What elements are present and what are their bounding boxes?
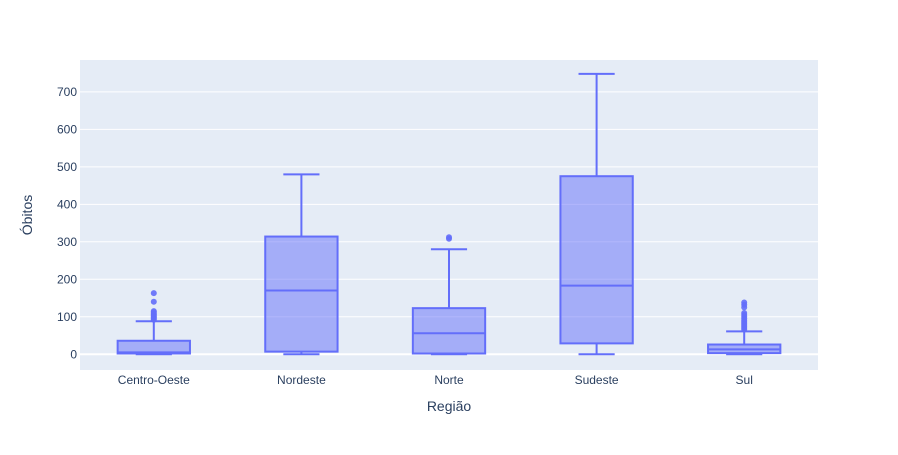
x-tick-label: Centro-Oeste [118, 373, 190, 387]
y-axis-title: Óbitos [19, 195, 35, 235]
outlier-point [150, 290, 157, 297]
box-iqr [559, 175, 634, 345]
y-tick-label: 700 [57, 85, 77, 99]
y-tick-label: 600 [57, 122, 77, 136]
outlier-point [150, 298, 157, 305]
x-tick-label: Norte [434, 373, 464, 387]
x-tick-label: Sudeste [575, 373, 619, 387]
y-tick-label: 100 [57, 310, 77, 324]
box-group [559, 72, 634, 356]
box-iqr [264, 235, 339, 353]
y-tick-labels: 0 100 200 300 400 500 600 700 [57, 85, 77, 361]
box-iqr [411, 307, 487, 355]
y-tick-label: 500 [57, 160, 77, 174]
box-group [707, 299, 782, 356]
box-group [116, 290, 191, 356]
boxes-layer [116, 72, 782, 356]
x-tick-label: Nordeste [277, 373, 326, 387]
y-tick-label: 0 [70, 347, 77, 361]
x-tick-label: Sul [736, 373, 753, 387]
y-tick-label: 400 [57, 197, 77, 211]
x-axis-title: Região [427, 398, 472, 414]
box-iqr [116, 339, 191, 355]
x-tick-labels: Centro-Oeste Nordeste Norte Sudeste Sul [118, 373, 753, 387]
y-tick-label: 300 [57, 235, 77, 249]
outlier-point [446, 234, 452, 241]
outlier-point [150, 308, 157, 315]
outlier-point [741, 299, 748, 306]
y-tick-label: 200 [57, 272, 77, 286]
outlier-point [741, 310, 748, 317]
box-group [264, 173, 339, 356]
box-group [411, 234, 487, 356]
